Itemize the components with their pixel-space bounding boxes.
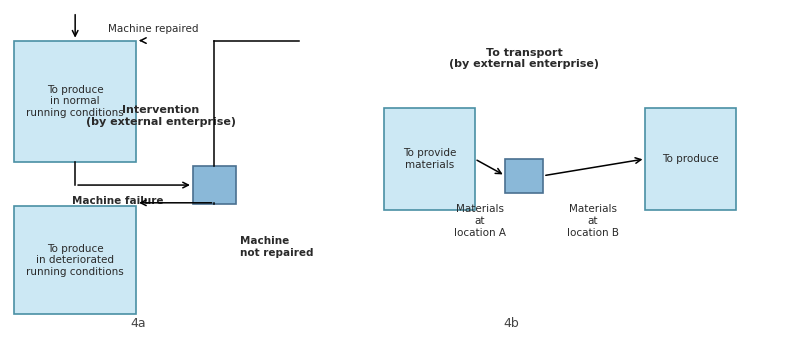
Text: Machine failure: Machine failure (72, 196, 164, 206)
Text: 4b: 4b (504, 317, 519, 330)
Bar (645, 108, 736, 210)
Text: To produce: To produce (663, 154, 719, 164)
Text: To transport
(by external enterprise): To transport (by external enterprise) (449, 48, 599, 69)
Bar (193, 166, 236, 204)
Text: To produce
in deteriorated
running conditions: To produce in deteriorated running condi… (26, 244, 124, 277)
Text: To produce
in normal
running conditions: To produce in normal running conditions (26, 85, 124, 118)
Text: Materials
at
location B: Materials at location B (567, 204, 619, 238)
Text: Machine repaired: Machine repaired (109, 24, 198, 34)
Text: 4a: 4a (130, 317, 146, 330)
Bar (14, 206, 136, 314)
Text: Intervention
(by external enterprise): Intervention (by external enterprise) (86, 105, 236, 127)
Bar (14, 41, 136, 162)
Bar (505, 159, 543, 193)
Bar (384, 108, 475, 210)
Text: Materials
at
location A: Materials at location A (454, 204, 506, 238)
Text: To provide
materials: To provide materials (403, 148, 456, 170)
Text: Machine
not repaired: Machine not repaired (240, 236, 313, 258)
